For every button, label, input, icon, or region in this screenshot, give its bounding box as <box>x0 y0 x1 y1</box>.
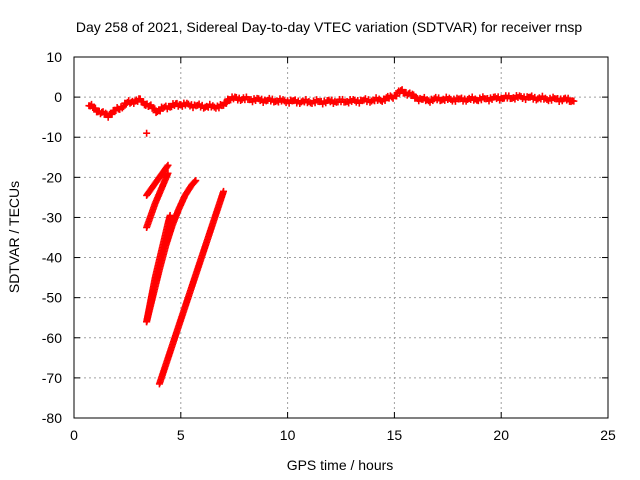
y-tick-label: -20 <box>42 169 62 185</box>
y-tick-label: -40 <box>42 250 62 266</box>
data-point <box>118 104 126 112</box>
y-tick-label: 10 <box>46 49 62 65</box>
data-point <box>412 93 420 101</box>
axes: 0 5 10 15 20 25 10 0 -10 -20 -30 -40 -50 -60 -70 -80 <box>42 49 616 443</box>
y-tick-label: -30 <box>42 209 62 225</box>
x-tick-label: 25 <box>600 427 616 443</box>
data-point <box>143 129 151 137</box>
data-points <box>85 86 578 388</box>
x-tick-label: 10 <box>280 427 296 443</box>
y-tick-label: -60 <box>42 330 62 346</box>
y-tick-label: -10 <box>42 129 62 145</box>
data-point <box>164 161 172 169</box>
data-point <box>102 109 110 117</box>
data-point <box>192 177 200 185</box>
x-tick-label: 15 <box>387 427 403 443</box>
data-point <box>393 92 401 100</box>
x-tick-label: 5 <box>177 427 185 443</box>
y-axis-label: SDTVAR / TECUs <box>6 181 22 293</box>
data-point <box>88 100 96 108</box>
plot-frame <box>73 56 609 419</box>
data-point <box>220 187 228 195</box>
y-tick-label: 0 <box>54 89 62 105</box>
y-tick-label: -80 <box>42 410 62 426</box>
data-point <box>164 169 172 177</box>
data-point <box>139 98 147 106</box>
data-point <box>570 97 578 105</box>
x-axis-label: GPS time / hours <box>287 457 394 473</box>
y-tick-label: -70 <box>42 370 62 386</box>
x-tick-label: 0 <box>70 427 78 443</box>
chart-title: Day 258 of 2021, Sidereal Day-to-day VTE… <box>76 19 582 35</box>
data-point <box>166 211 174 219</box>
x-tick-label: 20 <box>493 427 509 443</box>
data-point <box>191 178 199 186</box>
data-point <box>108 110 116 118</box>
y-tick-label: -50 <box>42 290 62 306</box>
data-point <box>163 163 171 171</box>
data-point <box>91 104 99 112</box>
data-point <box>398 86 406 94</box>
